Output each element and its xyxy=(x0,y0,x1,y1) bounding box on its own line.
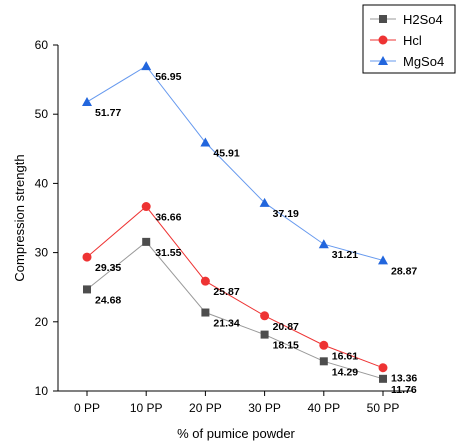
data-label-hcl: 25.87 xyxy=(213,286,239,298)
y-ticks: 10 20 30 40 50 60 xyxy=(35,38,58,398)
data-label-mgso4: 45.91 xyxy=(213,148,239,160)
legend-box xyxy=(362,4,456,74)
x-axis-title: % of pumice powder xyxy=(177,426,295,441)
series-lines xyxy=(86,65,384,380)
y-tick-label: 30 xyxy=(35,246,49,260)
data-point-mgso4 xyxy=(318,239,329,249)
data-label-hcl: 20.87 xyxy=(273,321,299,333)
series-line-h2so4 xyxy=(86,241,384,380)
legend-marker-mgso4 xyxy=(378,56,388,65)
data-point-hcl xyxy=(141,202,151,212)
data-label-h2so4: 18.15 xyxy=(273,340,299,352)
x-tick-label: 20 PP xyxy=(189,401,222,415)
data-label-mgso4: 51.77 xyxy=(95,107,121,119)
y-tick-label: 40 xyxy=(35,176,49,190)
data-label-mgso4: 56.95 xyxy=(155,71,181,83)
data-point-mgso4 xyxy=(378,255,388,265)
y-tick-label: 10 xyxy=(35,384,49,398)
data-label-hcl: 36.66 xyxy=(155,212,181,224)
data-point-h2so4 xyxy=(142,237,151,246)
legend-label-mgso4: MgSo4 xyxy=(403,54,444,69)
legend-marker-hcl xyxy=(378,35,388,45)
data-label-h2so4: 24.68 xyxy=(95,294,121,306)
data-label-hcl: 13.36 xyxy=(391,373,417,385)
data-label-h2so4: 31.55 xyxy=(155,247,181,259)
y-tick-label: 20 xyxy=(35,315,49,329)
x-tick-label: 10 PP xyxy=(130,401,163,415)
series-line-hcl xyxy=(86,205,384,369)
x-tick-label: 0 PP xyxy=(74,401,100,415)
legend-label-hcl: Hcl xyxy=(403,33,422,48)
x-tick-label: 30 PP xyxy=(248,401,281,415)
series-line-mgso4 xyxy=(86,65,384,261)
x-ticks: 0 PP 10 PP 20 PP 30 PP 40 PP 50 PP xyxy=(74,391,399,415)
y-axis-title: Compression strength xyxy=(12,154,27,281)
data-point-mgso4 xyxy=(141,61,152,71)
y-tick-label: 50 xyxy=(35,107,49,121)
x-tick-label: 40 PP xyxy=(307,401,340,415)
data-point-mgso4 xyxy=(82,96,92,106)
data-point-hcl xyxy=(260,311,270,321)
data-label-h2so4: 11.76 xyxy=(391,384,417,396)
data-label-mgso4: 37.19 xyxy=(273,208,299,220)
data-point-h2so4 xyxy=(83,285,91,294)
legend: H2So4 Hcl MgSo4 xyxy=(362,4,456,74)
data-label-h2so4: 14.29 xyxy=(332,366,358,378)
data-point-h2so4 xyxy=(319,357,328,366)
data-point-hcl xyxy=(319,340,329,350)
y-tick-label: 60 xyxy=(35,38,49,52)
data-point-hcl xyxy=(378,363,388,373)
data-labels: 24.68 31.55 21.34 18.15 14.29 11.76 29.35 36.66… xyxy=(95,71,417,396)
data-point-h2so4 xyxy=(379,374,387,383)
data-point-h2so4 xyxy=(201,308,210,317)
data-label-mgso4: 28.87 xyxy=(391,265,417,277)
data-label-mgso4: 31.21 xyxy=(332,249,358,261)
data-label-hcl: 16.61 xyxy=(332,350,358,362)
data-label-hcl: 29.35 xyxy=(95,262,121,274)
legend-label-h2so4: H2So4 xyxy=(403,12,443,27)
data-point-mgso4 xyxy=(200,137,211,147)
x-tick-label: 50 PP xyxy=(367,401,400,415)
data-point-mgso4 xyxy=(259,197,270,207)
data-label-h2so4: 21.34 xyxy=(213,318,239,330)
legend-marker-h2so4 xyxy=(379,15,387,23)
data-point-hcl xyxy=(200,276,210,286)
data-point-hcl xyxy=(82,252,92,262)
series-markers xyxy=(82,61,388,383)
axes xyxy=(57,45,413,392)
data-point-h2so4 xyxy=(260,330,269,339)
